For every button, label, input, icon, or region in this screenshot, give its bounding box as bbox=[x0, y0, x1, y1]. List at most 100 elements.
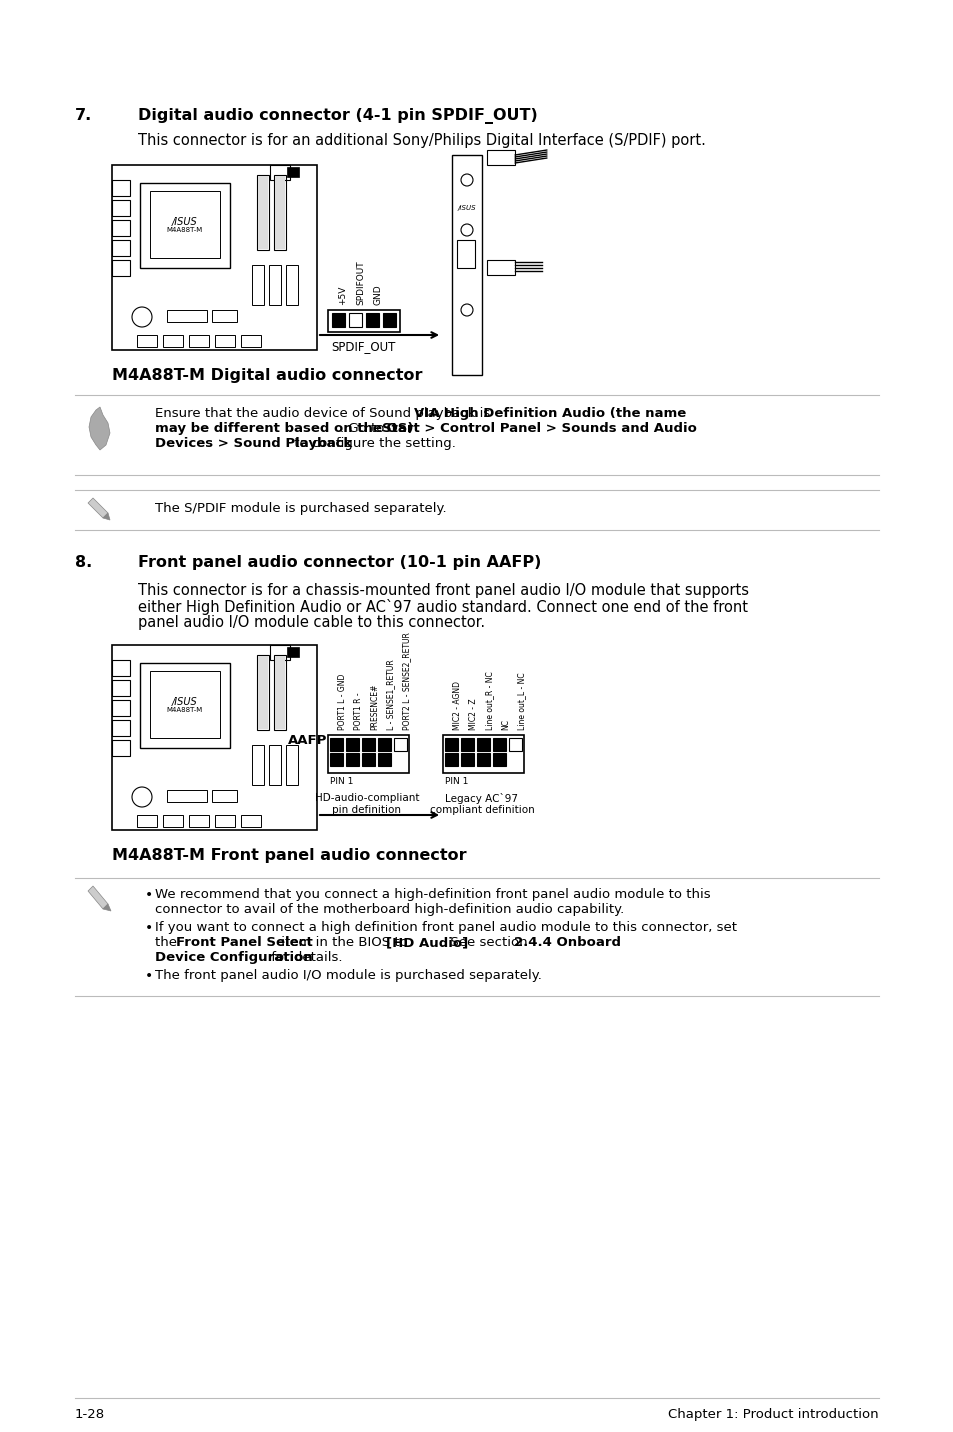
Bar bbox=[189, 335, 209, 347]
Bar bbox=[460, 753, 474, 766]
Text: Devices > Sound Playback: Devices > Sound Playback bbox=[154, 437, 352, 450]
Bar bbox=[112, 261, 130, 276]
Bar bbox=[241, 815, 261, 828]
Polygon shape bbox=[103, 513, 110, 520]
Bar bbox=[330, 753, 343, 766]
Text: The S/PDIF module is purchased separately.: The S/PDIF module is purchased separatel… bbox=[154, 503, 446, 516]
Text: SPDIFOUT: SPDIFOUT bbox=[355, 261, 365, 305]
Text: •: • bbox=[145, 921, 153, 935]
Bar bbox=[444, 737, 457, 750]
Bar bbox=[346, 753, 358, 766]
Text: for details.: for details. bbox=[267, 951, 342, 964]
Text: Start > Control Panel > Sounds and Audio: Start > Control Panel > Sounds and Audio bbox=[381, 422, 696, 435]
Bar bbox=[366, 314, 378, 326]
Text: •: • bbox=[145, 888, 153, 902]
Bar bbox=[163, 815, 183, 828]
Text: +5V: +5V bbox=[337, 285, 347, 305]
Bar bbox=[112, 200, 130, 216]
Text: PORT1 L - GND: PORT1 L - GND bbox=[337, 673, 347, 730]
Bar bbox=[377, 753, 391, 766]
Text: PORT2 L - SENSE2_RETUR: PORT2 L - SENSE2_RETUR bbox=[401, 632, 411, 730]
Text: Chapter 1: Product introduction: Chapter 1: Product introduction bbox=[668, 1408, 878, 1421]
Text: This connector is for a chassis-mounted front panel audio I/O module that suppor: This connector is for a chassis-mounted … bbox=[138, 583, 748, 599]
Text: Digital audio connector (4-1 pin SPDIF_OUT): Digital audio connector (4-1 pin SPDIF_O… bbox=[138, 107, 537, 125]
Polygon shape bbox=[89, 407, 110, 450]
Bar bbox=[140, 663, 230, 748]
Bar bbox=[346, 737, 358, 750]
Polygon shape bbox=[88, 886, 108, 909]
Bar bbox=[241, 335, 261, 347]
Bar bbox=[332, 314, 345, 326]
Text: This connector is for an additional Sony/Philips Digital Interface (S/PDIF) port: This connector is for an additional Sony… bbox=[138, 133, 705, 147]
Bar bbox=[112, 700, 130, 716]
Bar bbox=[112, 740, 130, 756]
Bar bbox=[270, 165, 290, 180]
Text: 8.: 8. bbox=[75, 556, 92, 570]
Bar bbox=[382, 314, 395, 326]
Text: MIC2 - AGND: MIC2 - AGND bbox=[453, 682, 461, 730]
Bar bbox=[328, 309, 399, 332]
Bar bbox=[112, 241, 130, 256]
Bar bbox=[274, 654, 286, 730]
Bar bbox=[163, 335, 183, 347]
Text: We recommend that you connect a high-definition front panel audio module to this: We recommend that you connect a high-def… bbox=[154, 888, 710, 901]
Text: the: the bbox=[154, 937, 181, 949]
Text: •: • bbox=[145, 969, 153, 982]
Bar bbox=[112, 180, 130, 196]
Bar bbox=[349, 314, 361, 326]
Text: HD-audio-compliant: HD-audio-compliant bbox=[314, 793, 418, 803]
Text: M4A88T-M Digital audio connector: M4A88T-M Digital audio connector bbox=[112, 368, 422, 382]
Bar bbox=[167, 790, 207, 802]
Text: PIN 1: PIN 1 bbox=[444, 778, 468, 786]
Bar bbox=[274, 176, 285, 249]
Text: Line out_R - NC: Line out_R - NC bbox=[484, 672, 494, 730]
Text: If you want to connect a high definition front panel audio module to this connec: If you want to connect a high definition… bbox=[154, 921, 737, 934]
Bar bbox=[252, 265, 264, 305]
Text: M4A88T-M: M4A88T-M bbox=[167, 707, 203, 713]
Bar bbox=[286, 745, 297, 785]
Text: [HD Audio]: [HD Audio] bbox=[385, 937, 467, 949]
Bar bbox=[330, 737, 343, 750]
Text: PORT1 R -: PORT1 R - bbox=[354, 693, 363, 730]
Bar bbox=[112, 680, 130, 696]
Bar bbox=[270, 644, 290, 660]
Bar bbox=[256, 175, 269, 251]
Text: item in the BIOS to: item in the BIOS to bbox=[276, 937, 412, 949]
Bar bbox=[394, 737, 407, 750]
Polygon shape bbox=[103, 904, 111, 911]
Bar bbox=[140, 183, 230, 268]
Bar bbox=[112, 165, 316, 349]
Bar bbox=[361, 753, 375, 766]
Text: connector to avail of the motherboard high-definition audio capability.: connector to avail of the motherboard hi… bbox=[154, 904, 623, 916]
Bar bbox=[214, 335, 234, 347]
Bar bbox=[287, 647, 298, 657]
Bar bbox=[286, 265, 297, 305]
Text: L - SENSE1_RETUR: L - SENSE1_RETUR bbox=[386, 659, 395, 730]
Text: panel audio I/O module cable to this connector.: panel audio I/O module cable to this con… bbox=[138, 614, 485, 630]
Bar bbox=[137, 335, 157, 347]
Bar bbox=[257, 176, 268, 249]
Bar bbox=[256, 654, 269, 730]
Text: 1-28: 1-28 bbox=[75, 1408, 105, 1421]
Bar bbox=[150, 190, 220, 258]
Text: GND: GND bbox=[374, 285, 382, 305]
Text: /ISUS: /ISUS bbox=[457, 205, 476, 211]
Text: PIN 1: PIN 1 bbox=[330, 778, 353, 786]
Text: M4A88T-M Front panel audio connector: M4A88T-M Front panel audio connector bbox=[112, 848, 466, 863]
Text: VIA High Definition Audio (the name: VIA High Definition Audio (the name bbox=[414, 407, 685, 420]
Bar bbox=[212, 309, 236, 322]
Bar bbox=[112, 644, 316, 831]
Bar bbox=[274, 656, 285, 729]
Bar bbox=[137, 815, 157, 828]
Text: Legacy AC`97: Legacy AC`97 bbox=[445, 793, 518, 803]
Text: to configure the setting.: to configure the setting. bbox=[290, 437, 456, 450]
Text: /ISUS: /ISUS bbox=[172, 697, 197, 707]
Bar bbox=[269, 745, 281, 785]
Bar bbox=[486, 150, 515, 165]
Text: . Go to: . Go to bbox=[340, 422, 389, 435]
Bar bbox=[112, 720, 130, 736]
Bar bbox=[476, 753, 490, 766]
Bar bbox=[442, 735, 523, 773]
Text: either High Definition Audio or AC`97 audio standard. Connect one end of the fro: either High Definition Audio or AC`97 au… bbox=[138, 599, 747, 614]
Text: 2.4.4 Onboard: 2.4.4 Onboard bbox=[514, 937, 620, 949]
